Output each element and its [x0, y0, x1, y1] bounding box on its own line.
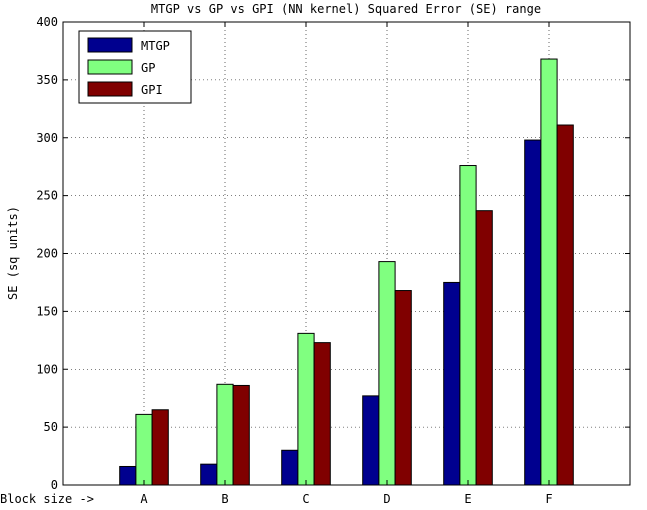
y-tick-label: 0 [51, 478, 58, 492]
legend-swatch-gpi [87, 81, 133, 97]
bar-mtgp-a [119, 465, 137, 486]
bar-gpi-e [475, 210, 493, 486]
legend-swatch-gp [87, 59, 133, 75]
x-tick-label: F [545, 492, 552, 505]
y-tick-label: 50 [44, 420, 58, 434]
y-tick-label: 150 [36, 304, 58, 318]
bar-mtgp-c [281, 449, 299, 486]
legend: MTGP GP GPI [78, 30, 192, 104]
y-tick-label: 200 [36, 247, 58, 261]
bar-mtgp-f [524, 139, 542, 486]
bar-mtgp-d [362, 395, 380, 486]
legend-label-mtgp: MTGP [141, 39, 170, 53]
legend-swatch-mtgp [87, 37, 133, 53]
legend-label-gpi: GPI [141, 83, 163, 97]
x-tick-label: E [464, 492, 471, 505]
bar-gpi-b [232, 384, 250, 486]
x-tick-label: B [221, 492, 228, 505]
bars [119, 58, 574, 486]
x-axis-label: Block size -> [0, 492, 94, 505]
x-tick-label: A [140, 492, 148, 505]
bar-mtgp-b [200, 463, 218, 486]
chart-title: MTGP vs GP vs GPI (NN kernel) Squared Er… [151, 2, 541, 16]
y-axis-label: SE (sq units) [6, 206, 20, 300]
bar-gp-d [378, 261, 396, 486]
y-tick-label: 400 [36, 15, 58, 29]
bar-gpi-f [556, 124, 574, 486]
bar-gp-f [540, 58, 558, 486]
y-tick-label: 250 [36, 189, 58, 203]
bar-gpi-a [151, 409, 169, 486]
x-tick-label: C [302, 492, 309, 505]
y-tick-label: 300 [36, 131, 58, 145]
y-tick-label: 100 [36, 362, 58, 376]
legend-label-gp: GP [141, 61, 155, 75]
bar-gp-c [297, 332, 315, 486]
bar-gpi-c [313, 342, 331, 486]
bar-mtgp-e [443, 281, 461, 486]
x-tick-label: D [383, 492, 390, 505]
bar-gp-e [459, 165, 477, 486]
axis-ticks: 0 50 100 150 200 250 300 350 400 A B C D E F [36, 15, 630, 506]
bar-gpi-d [394, 290, 412, 486]
y-tick-label: 350 [36, 73, 58, 87]
bar-gp-b [216, 383, 234, 486]
bar-gp-a [135, 413, 153, 486]
